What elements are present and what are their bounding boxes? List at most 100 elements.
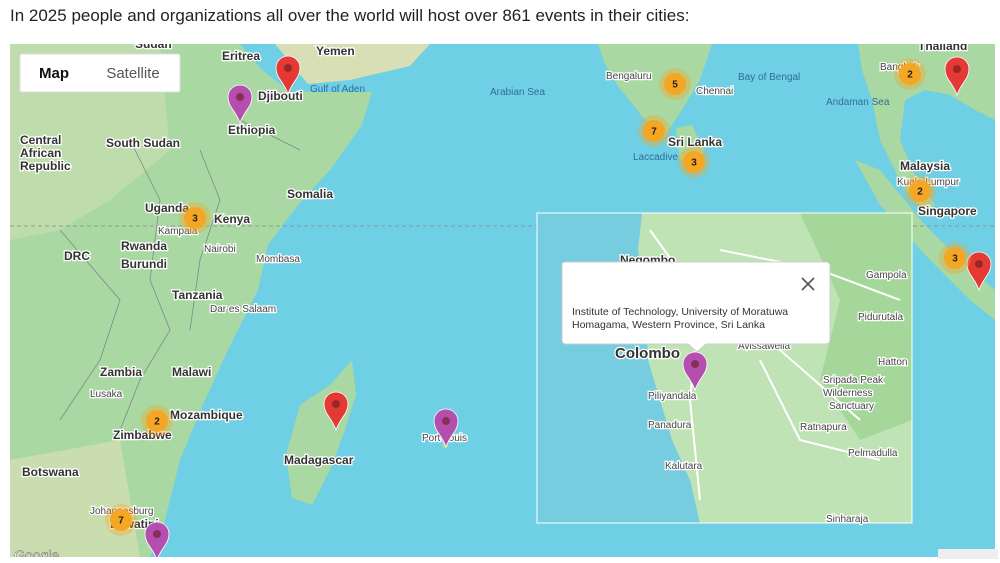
border bbox=[59, 119, 301, 431]
cluster-count: 3 bbox=[952, 254, 958, 265]
land bbox=[855, 160, 995, 320]
place-label: Dar es Salaam bbox=[210, 304, 276, 315]
land-desert bbox=[10, 44, 170, 240]
place-label: Mombasa bbox=[256, 254, 300, 265]
cluster bbox=[184, 207, 206, 229]
place-label: Wilderness bbox=[823, 388, 872, 399]
place-label: Kenya bbox=[214, 212, 250, 226]
footer-bar bbox=[938, 549, 998, 559]
marker-dot bbox=[332, 400, 340, 408]
cluster-count: 2 bbox=[917, 187, 923, 198]
place-label: Pidurutala bbox=[858, 312, 903, 323]
place-label: Hatton bbox=[878, 357, 907, 368]
cluster-count: 7 bbox=[118, 516, 124, 527]
marker-dot bbox=[153, 530, 161, 538]
place-label: Arabian Sea bbox=[490, 87, 545, 98]
place-label: Uganda bbox=[145, 201, 189, 215]
marker-dot bbox=[442, 417, 450, 425]
control-bg bbox=[19, 53, 181, 93]
place-label: Rwanda bbox=[121, 239, 167, 253]
map-canvas[interactable]: Sudan Eritrea Yemen Djibouti Gulf of Aden Eth… bbox=[10, 37, 995, 563]
cluster-count: 2 bbox=[154, 417, 160, 428]
place-label: Burundi bbox=[121, 257, 167, 271]
popup-line: Homagama, Western Province, Sri Lanka bbox=[572, 319, 765, 331]
place-label: Colombo bbox=[615, 345, 680, 362]
map-type-control: Map Satellite bbox=[19, 53, 181, 93]
cluster bbox=[664, 73, 686, 95]
place-label: Chennai bbox=[696, 86, 733, 97]
markers: 5 2 7 3 3 2 3 2 7 bbox=[105, 55, 992, 557]
place-label: Malaysia bbox=[900, 159, 950, 173]
place-label: African bbox=[20, 146, 61, 160]
cluster bbox=[944, 247, 966, 269]
place-label: Yemen bbox=[316, 44, 355, 58]
place-label: Piliyandala bbox=[648, 391, 697, 402]
place-label: Gampola bbox=[866, 270, 907, 281]
place-label: Eritrea bbox=[222, 49, 260, 63]
place-label: Panadura bbox=[648, 420, 692, 431]
place-label: Botswana bbox=[22, 465, 79, 479]
place-label: Sanctuary bbox=[829, 401, 874, 412]
info-popup: Institute of Technology, University of M… bbox=[561, 261, 831, 353]
marker-pin bbox=[227, 84, 253, 125]
place-label: Bay of Bengal bbox=[738, 72, 800, 83]
popup-line: Institute of Technology, University of M… bbox=[572, 306, 788, 318]
marker-dot bbox=[975, 260, 983, 268]
place-label: Lusaka bbox=[90, 389, 123, 400]
land bbox=[598, 44, 712, 140]
place-label: Sudan bbox=[135, 37, 172, 51]
marker-dot bbox=[691, 360, 699, 368]
marker-pin bbox=[275, 55, 301, 96]
place-label: Central bbox=[20, 133, 61, 147]
marker-pin bbox=[944, 56, 970, 97]
place-label: Djibouti bbox=[258, 89, 303, 103]
cluster bbox=[643, 120, 665, 142]
place-label: Ratnapura bbox=[800, 422, 847, 433]
place-label: Zambia bbox=[100, 365, 142, 379]
place-label: Sinharaja bbox=[826, 514, 869, 525]
cluster-count: 7 bbox=[651, 127, 657, 138]
cluster bbox=[909, 180, 931, 202]
place-label: Andaman Sea bbox=[826, 97, 890, 108]
place-label: Singapore bbox=[918, 204, 977, 218]
marker-pin bbox=[433, 408, 459, 449]
place-label: Laccadive bbox=[633, 152, 678, 163]
place-label: Nairobi bbox=[204, 244, 236, 255]
header-text: In 2025 people and organizations all ove… bbox=[10, 6, 690, 25]
marker-pin bbox=[144, 521, 170, 557]
place-label: South Sudan bbox=[106, 136, 180, 150]
marker-dot bbox=[284, 64, 292, 72]
place-label: Ethiopia bbox=[228, 123, 276, 137]
place-label: Bengaluru bbox=[606, 71, 652, 82]
place-label: Republic bbox=[20, 159, 71, 173]
popup-box bbox=[561, 261, 831, 353]
cluster-count: 3 bbox=[192, 214, 198, 225]
place-labels: Sudan Eritrea Yemen Djibouti Gulf of Aden Eth… bbox=[19, 37, 979, 532]
place-label: Sri Lanka bbox=[668, 135, 722, 149]
place-label: DRC bbox=[64, 249, 90, 263]
inset-border bbox=[536, 212, 913, 524]
marker-dot bbox=[236, 93, 244, 101]
cluster-count: 3 bbox=[691, 158, 697, 169]
place-label: Sripada Peak bbox=[823, 375, 884, 386]
place-label: Somalia bbox=[287, 187, 333, 201]
cluster bbox=[110, 509, 132, 531]
place-label: Tanzania bbox=[172, 288, 223, 302]
map-button[interactable]: Map bbox=[39, 65, 69, 82]
marker-pin bbox=[682, 351, 708, 392]
cluster bbox=[683, 151, 705, 173]
land-desert bbox=[10, 440, 140, 557]
inset-map bbox=[537, 213, 912, 523]
place-label: Mozambique bbox=[170, 408, 243, 422]
marker-pin bbox=[966, 251, 992, 292]
place-label: Malawi bbox=[172, 365, 211, 379]
place-label: Gulf of Aden bbox=[310, 84, 365, 95]
satellite-button[interactable]: Satellite bbox=[106, 65, 159, 82]
land bbox=[275, 44, 430, 84]
cluster-count: 2 bbox=[907, 70, 913, 81]
place-label: Kalutara bbox=[665, 461, 703, 472]
popup-close[interactable] bbox=[801, 277, 815, 291]
cluster bbox=[899, 63, 921, 85]
